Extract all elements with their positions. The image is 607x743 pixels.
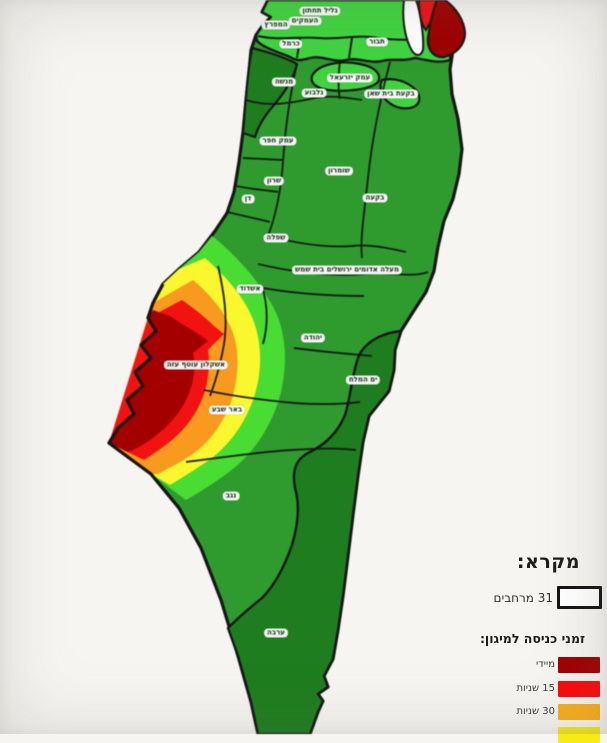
region-label: יהודה [300,333,326,343]
legend-label-immediate: מיידי [536,659,555,670]
region-label: נגב [222,491,240,501]
region-label: ים המלח [345,375,381,385]
region-label: גלבוע [301,88,327,98]
legend-swatch-30s [558,704,600,720]
region-label: שומרון [325,166,353,176]
region-label: גליל תחתון [299,6,341,16]
coastline-outline [107,283,203,549]
legend-label-30s: 30 שניות [516,706,555,717]
region-label: המפרץ [261,20,291,30]
region-label: שרון [263,176,285,186]
menashe-dark-zone [241,46,299,139]
region-label: עמק יזרעאל [326,73,374,83]
region-label: אשדוד [236,284,264,294]
gaza-band-dark-red [109,310,208,452]
region-label: העמקים [288,16,322,26]
region-label: שפלה [263,233,289,243]
zone-border-lines [185,59,429,463]
zone-count-label: 31 מרחבים [493,591,553,605]
legend-title: מקרא: [516,551,580,573]
region-label: בקעת בית שאן [364,89,418,99]
legend-swatch-15s [558,681,600,697]
legend-label-15s: 15 שניות [516,683,555,694]
region-label: באר שבע [208,405,246,415]
region-label: אשקלון עוטף עזה [163,360,229,370]
legend-swatch-immediate [558,657,600,673]
israel-landmass [107,0,464,734]
golan-dark-red-zone [426,0,467,59]
legend-swatch-partial [558,727,600,743]
region-label: דן [241,194,255,204]
region-label: מעלה אדומים ירושלים בית שמש [291,265,403,275]
region-label: כרמל [279,39,303,49]
region-label: תבור [366,37,388,47]
region-label: בקעה [362,193,388,203]
region-label: ערבה [264,628,288,638]
shelter-times-subtitle: זמני כניסה למיגון: [479,631,585,646]
region-label: עמק חפר [259,136,297,146]
zone-swatch [557,586,602,609]
region-label: מנשה [271,77,297,87]
